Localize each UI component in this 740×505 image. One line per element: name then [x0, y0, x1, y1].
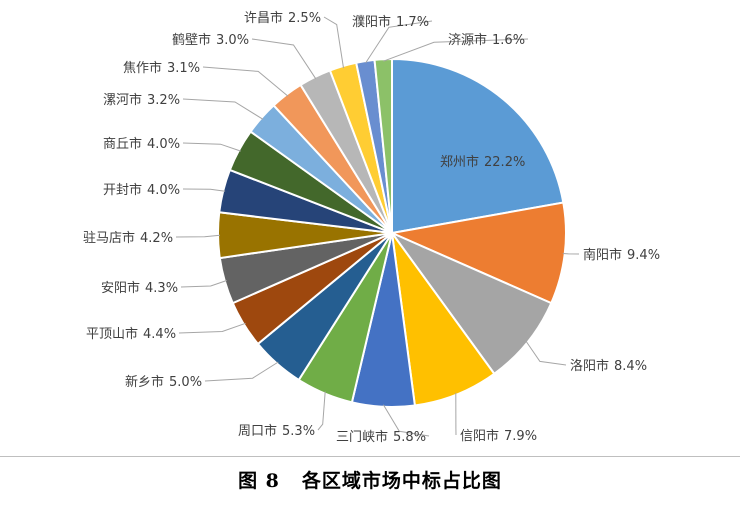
slice-label-name: 鹤壁市	[172, 32, 211, 48]
slice-label-value: 2.5%	[288, 11, 321, 26]
slice-label-name: 周口市	[238, 423, 277, 439]
leader-lines	[175, 16, 580, 437]
pie-slice	[373, 57, 393, 234]
slice-label: 商丘市 4.0%	[103, 136, 180, 152]
slice-label-value: 4.2%	[140, 231, 173, 246]
leader-line	[323, 16, 344, 69]
caption-divider	[0, 456, 740, 457]
slice-label-value: 1.6%	[492, 33, 525, 48]
slice-label-value: 4.4%	[143, 327, 176, 342]
pie-chart: 郑州市 22.2% 南阳市 9.4% 洛阳市 8.4% 信阳市 7.9% 三门峡市 5.8% 周口市…	[83, 10, 660, 445]
pie-slice	[389, 230, 553, 376]
leader-line	[562, 253, 580, 255]
slice-label: 安阳市 4.3%	[101, 280, 178, 296]
slice-label: 开封市 4.0%	[103, 182, 180, 198]
slice-label-name: 信阳市	[460, 428, 499, 444]
leader-line	[382, 404, 430, 437]
slice-label: 漯河市 3.2%	[103, 92, 180, 108]
leader-line	[365, 20, 433, 64]
leader-line	[175, 234, 221, 238]
slice-label-value: 1.7%	[396, 15, 429, 30]
slice-label: 三门峡市 5.8%	[336, 429, 426, 445]
slice-label-value: 8.4%	[614, 359, 647, 374]
slice-label: 洛阳市 8.4%	[570, 358, 647, 374]
pie-chart-svg: 郑州市 22.2% 南阳市 9.4% 洛阳市 8.4% 信阳市 7.9% 三门峡市 5.8% 周口市…	[83, 10, 660, 445]
leader-line	[251, 38, 317, 80]
slice-label: 新乡市 5.0%	[125, 374, 202, 390]
slice-label-value: 5.8%	[393, 430, 426, 445]
leader-line	[317, 391, 326, 431]
leader-line	[202, 66, 289, 97]
slice-label: 周口市 5.3%	[238, 423, 315, 439]
figure-caption: 图 8 各区域市场中标占比图	[0, 466, 740, 493]
slice-label: 南阳市 9.4%	[583, 247, 660, 263]
leader-line	[178, 322, 246, 334]
slice-label-value: 3.0%	[216, 33, 249, 48]
slice-label-value: 9.4%	[627, 248, 660, 263]
slice-label: 郑州市 22.2%	[440, 154, 525, 170]
slice-label-name: 焦作市	[123, 60, 162, 76]
slice-label-value: 5.0%	[169, 375, 202, 390]
slice-label-value: 3.2%	[147, 93, 180, 108]
slice-label-value: 4.0%	[147, 183, 180, 198]
slice-label-name: 安阳市	[101, 280, 140, 296]
slice-label: 平顶山市 4.4%	[86, 326, 176, 342]
slice-label-name: 新乡市	[125, 374, 164, 390]
slice-label-value: 4.0%	[147, 137, 180, 152]
slice-label-name: 濮阳市	[352, 14, 391, 30]
slice-label: 济源市 1.6%	[448, 32, 525, 48]
slice-label-name: 南阳市	[583, 247, 622, 263]
slice-label-name: 济源市	[448, 32, 487, 48]
leader-line	[182, 142, 241, 152]
slice-label: 驻马店市 4.2%	[83, 230, 173, 246]
leader-line	[383, 38, 529, 62]
slice-label-name: 商丘市	[103, 136, 142, 152]
pie-slices	[217, 57, 567, 408]
leader-line	[180, 280, 227, 288]
pie-slice	[391, 57, 565, 235]
slice-label-name: 驻马店市	[83, 230, 135, 246]
slice-label: 鹤壁市 3.0%	[172, 32, 249, 48]
slice-label-value: 7.9%	[504, 429, 537, 444]
slice-label-name: 开封市	[103, 182, 142, 198]
slice-label-name: 郑州市	[440, 154, 479, 170]
slice-label-value: 3.1%	[167, 61, 200, 76]
slice-label: 许昌市 2.5%	[244, 10, 321, 26]
slice-label-name: 漯河市	[103, 92, 142, 108]
leader-line	[525, 340, 567, 366]
leader-line	[204, 361, 279, 382]
figure-caption-text: 各区域市场中标占比图	[301, 470, 502, 492]
slice-label-value: 22.2%	[484, 155, 525, 170]
leader-line	[182, 98, 264, 120]
figure-number: 图 8	[238, 470, 280, 492]
slice-label-name: 三门峡市	[336, 429, 388, 445]
slice-label: 信阳市 7.9%	[460, 428, 537, 444]
slice-label-value: 5.3%	[282, 424, 315, 439]
slice-label-value: 4.3%	[145, 281, 178, 296]
leader-line	[182, 188, 226, 192]
slice-label: 濮阳市 1.7%	[352, 14, 429, 30]
slice-label: 焦作市 3.1%	[123, 60, 200, 76]
slice-label-name: 洛阳市	[570, 358, 609, 374]
slice-labels: 郑州市 22.2% 南阳市 9.4% 洛阳市 8.4% 信阳市 7.9% 三门峡市 5.8% 周口市…	[83, 10, 660, 445]
slice-label-name: 平顶山市	[86, 326, 138, 342]
slice-label-name: 许昌市	[244, 10, 283, 26]
